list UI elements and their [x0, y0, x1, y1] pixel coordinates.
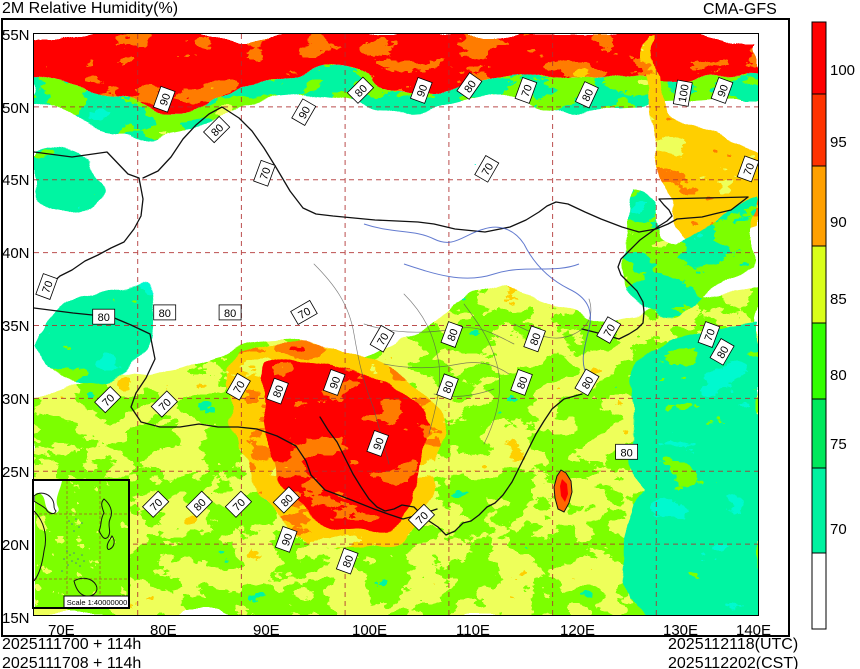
svg-text:80: 80	[620, 447, 632, 459]
svg-text:Scale 1:40000000: Scale 1:40000000	[67, 598, 127, 607]
svg-text:80: 80	[159, 308, 171, 320]
svg-text:80: 80	[98, 312, 110, 324]
svg-text:80: 80	[224, 308, 236, 320]
